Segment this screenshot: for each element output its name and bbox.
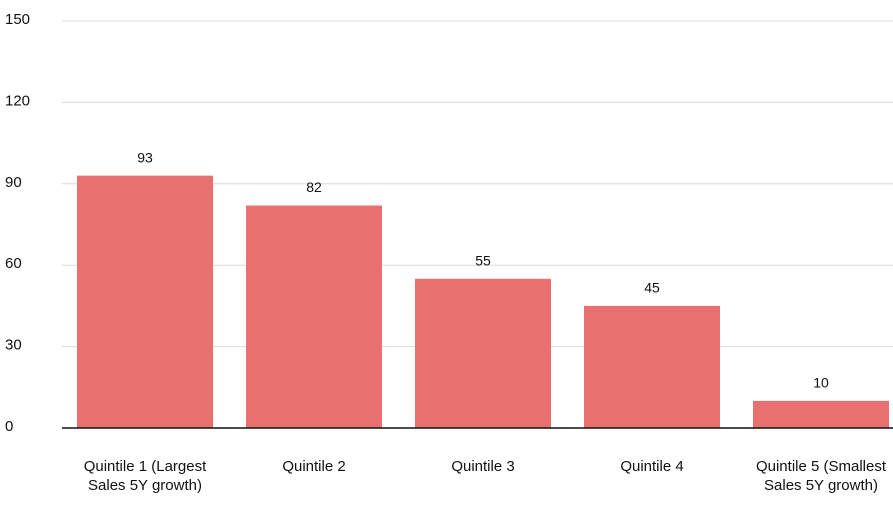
data-label: 10 bbox=[813, 375, 829, 391]
bar bbox=[77, 175, 213, 428]
x-tick-label: Quintile 4 bbox=[620, 458, 684, 475]
y-tick-label: 0 bbox=[5, 418, 13, 435]
data-label: 93 bbox=[137, 149, 153, 165]
x-tick-label: Quintile 2 bbox=[282, 458, 346, 475]
data-label: 82 bbox=[306, 179, 322, 195]
data-label: 45 bbox=[644, 280, 660, 296]
x-tick-label: Quintile 3 bbox=[451, 458, 515, 475]
bar bbox=[753, 400, 889, 428]
x-tick-label: Quintile 1 (Largest Sales 5Y growth) bbox=[83, 458, 207, 494]
y-tick-label: 120 bbox=[5, 92, 30, 109]
y-tick-label: 30 bbox=[5, 337, 22, 354]
data-label: 55 bbox=[475, 252, 491, 268]
y-tick-label: 60 bbox=[5, 255, 22, 272]
x-tick-label: Quintile 5 (Smallest Sales 5Y growth) bbox=[755, 458, 887, 494]
bar bbox=[246, 205, 382, 428]
y-tick-label: 150 bbox=[5, 11, 30, 28]
bar bbox=[584, 305, 720, 428]
bar bbox=[415, 278, 551, 428]
y-tick-label: 90 bbox=[5, 174, 22, 191]
